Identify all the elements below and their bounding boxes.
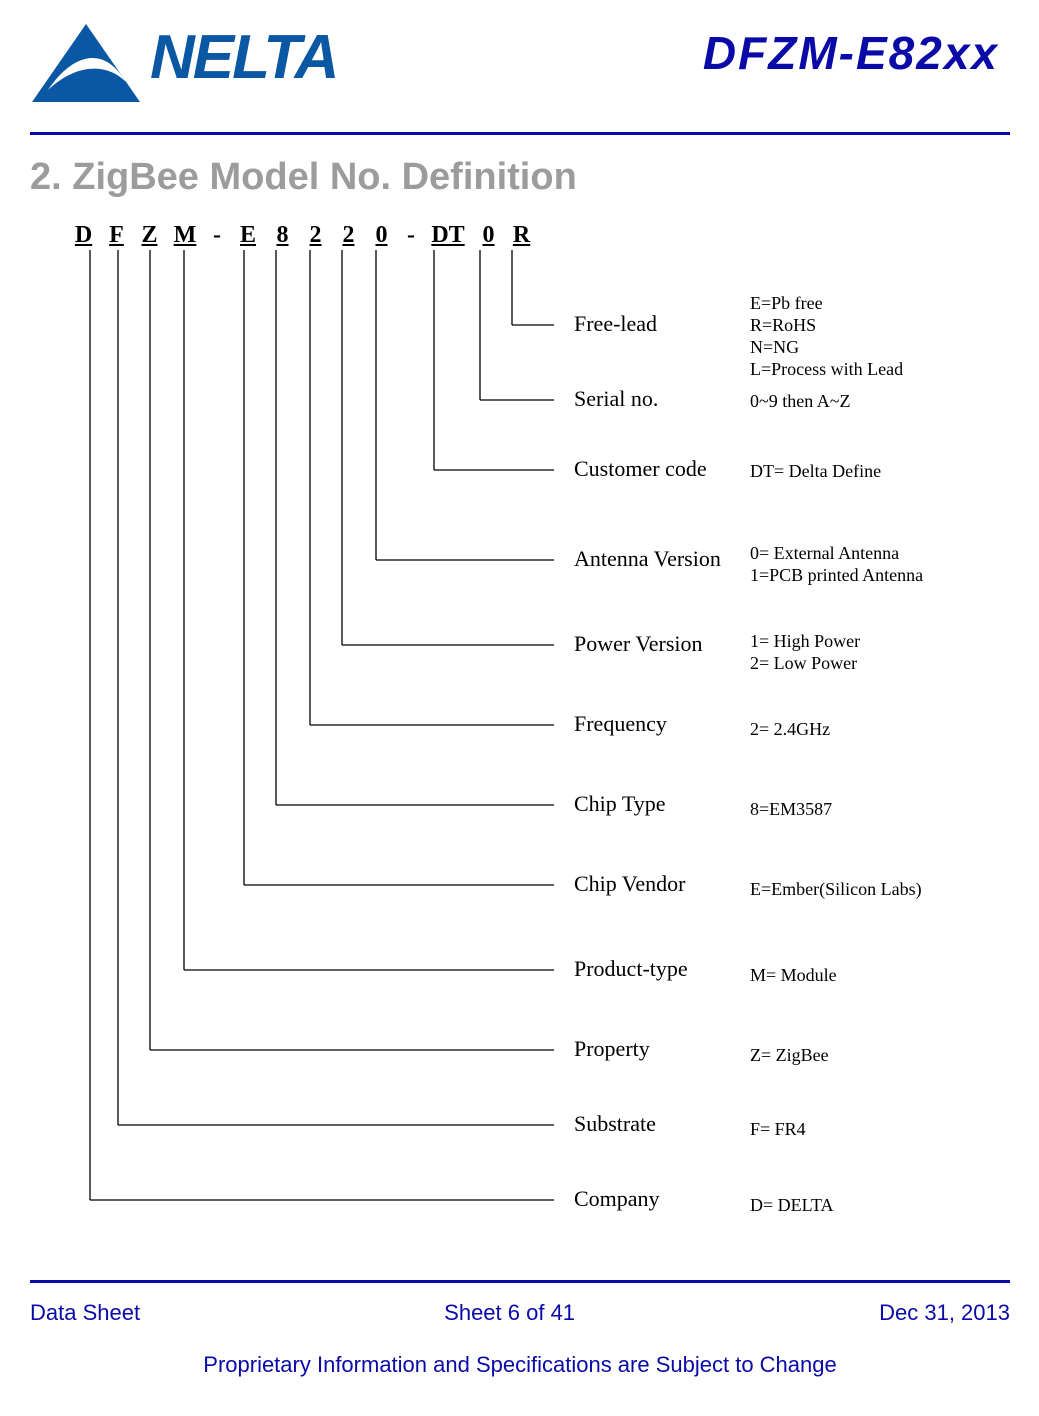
code-char: 2 [302, 222, 329, 249]
definition-label: Frequency [574, 711, 667, 737]
code-char: M [169, 222, 201, 249]
definition-description: Z= ZigBee [750, 1044, 829, 1066]
definition-description: E=Pb free R=RoHS N=NG L=Process with Lea… [750, 292, 903, 380]
code-char: 8 [269, 222, 296, 249]
definition-label: Product-type [574, 956, 688, 982]
definition-label: Free-lead [574, 311, 657, 337]
logo-text: NELTA [150, 22, 337, 93]
definition-description: 2= 2.4GHz [750, 718, 830, 740]
definition-description: F= FR4 [750, 1118, 806, 1140]
definition-description: E=Ember(Silicon Labs) [750, 878, 922, 900]
page: NELTA DFZM-E82xx 2. ZigBee Model No. Def… [0, 0, 1039, 1416]
definition-label: Customer code [574, 456, 707, 482]
definition-description: 0= External Antenna 1=PCB printed Antenn… [750, 542, 923, 586]
definition-description: 0~9 then A~Z [750, 390, 850, 412]
code-char: R [508, 222, 535, 249]
code-char: Z [136, 222, 163, 249]
definition-label: Company [574, 1186, 660, 1212]
header-rule [30, 132, 1010, 135]
code-char: - [401, 222, 421, 249]
code-char: DT [427, 222, 469, 249]
definition-label: Property [574, 1036, 650, 1062]
footer-left: Data Sheet [30, 1300, 140, 1326]
diagram-labels: Free-lead E=Pb free R=RoHS N=NG L=Process… [80, 250, 1000, 1230]
definition-label: Chip Vendor [574, 871, 685, 897]
definition-description: D= DELTA [750, 1194, 834, 1216]
code-char: F [103, 222, 130, 249]
code-char: 2 [335, 222, 362, 249]
definition-diagram: Free-lead E=Pb free R=RoHS N=NG L=Process… [80, 250, 1000, 1230]
code-char: D [70, 222, 97, 249]
footer-center-top: Sheet 6 of 41 [444, 1300, 575, 1326]
definition-description: DT= Delta Define [750, 460, 881, 482]
footer-right: Dec 31, 2013 [879, 1300, 1010, 1326]
definition-description: 8=EM3587 [750, 798, 832, 820]
definition-label: Power Version [574, 631, 703, 657]
footer-rule [30, 1280, 1010, 1283]
model-code-row: DFZM-E8220-DT0R [70, 222, 541, 249]
delta-logo-icon [30, 22, 142, 104]
code-char: E [233, 222, 263, 249]
part-number: DFZM-E82xx [703, 26, 999, 80]
definition-description: 1= High Power 2= Low Power [750, 630, 860, 674]
definition-description: M= Module [750, 964, 837, 986]
footer: Data Sheet Sheet 6 of 41 Dec 31, 2013 Pr… [30, 1300, 1010, 1378]
definition-label: Antenna Version [574, 546, 721, 572]
logo: NELTA [30, 22, 450, 112]
definition-label: Substrate [574, 1111, 656, 1137]
code-char: - [207, 222, 227, 249]
footer-notice: Proprietary Information and Specificatio… [30, 1352, 1010, 1378]
code-char: 0 [368, 222, 395, 249]
code-char: 0 [475, 222, 502, 249]
section-title: 2. ZigBee Model No. Definition [30, 156, 577, 199]
definition-label: Serial no. [574, 386, 658, 412]
definition-label: Chip Type [574, 791, 666, 817]
